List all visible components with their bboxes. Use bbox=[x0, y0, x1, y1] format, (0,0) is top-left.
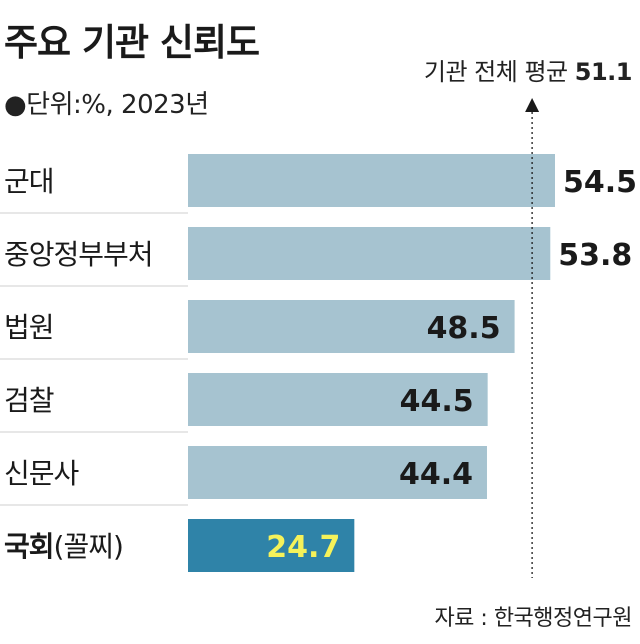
value-label-0: 54.5 bbox=[563, 165, 637, 200]
category-label-3: 검찰 bbox=[4, 384, 54, 417]
average-label: 기관 전체 평균 51.1 bbox=[423, 52, 633, 87]
chart-subtitle: ●단위:%, 2023년 bbox=[4, 90, 209, 120]
row-separators bbox=[0, 212, 188, 506]
bar-4 bbox=[188, 446, 487, 499]
bar-1 bbox=[188, 227, 551, 280]
value-label-3: 44.5 bbox=[400, 384, 474, 419]
bar-2 bbox=[188, 300, 515, 353]
labels-group: 군대 54.5 중앙정부부처 53.8 법원 48.5 검찰 44.5 신문사 44.4 국회(꼴찌… bbox=[4, 165, 637, 565]
bar-0 bbox=[188, 154, 555, 207]
value-label-4: 44.4 bbox=[399, 457, 473, 492]
average-value: 51.1 bbox=[574, 58, 633, 86]
bar-5 bbox=[188, 519, 355, 572]
average-label-text: 기관 전체 평균 bbox=[423, 58, 568, 86]
reference-line-group bbox=[525, 98, 540, 578]
bars-group bbox=[188, 154, 555, 572]
chart-title: 주요 기관 신뢰도 bbox=[4, 21, 260, 64]
category-label-1: 중앙정부부처 bbox=[4, 238, 153, 271]
average-arrow-icon bbox=[525, 98, 540, 112]
source-note: 자료 : 한국행정연구원 bbox=[434, 606, 632, 631]
value-label-2: 48.5 bbox=[427, 311, 501, 346]
category-label-5: 국회(꼴찌) bbox=[4, 530, 123, 563]
category-label-4: 신문사 bbox=[4, 457, 79, 490]
category-label-0: 군대 bbox=[4, 165, 54, 198]
value-label-5: 24.7 bbox=[266, 530, 340, 565]
value-label-1: 53.8 bbox=[558, 238, 632, 273]
bar-3 bbox=[188, 373, 488, 426]
category-label-2: 법원 bbox=[4, 311, 54, 344]
